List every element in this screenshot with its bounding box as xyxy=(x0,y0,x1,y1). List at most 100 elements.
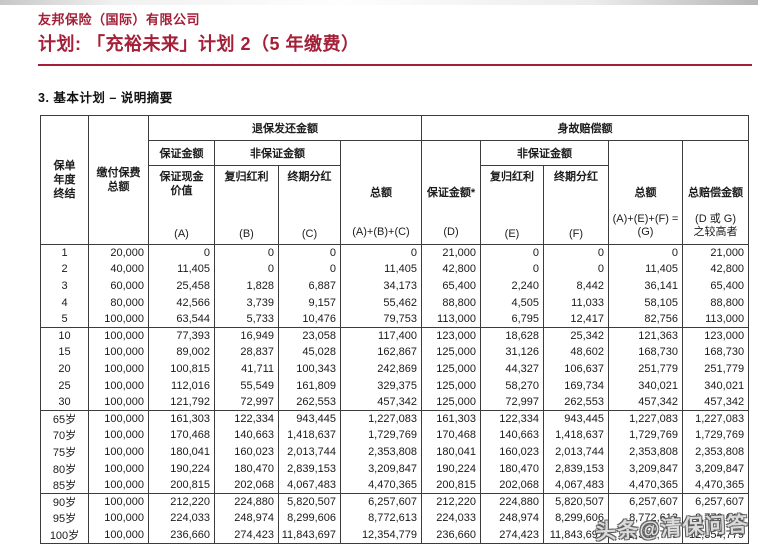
cell-cash-value-a: 112,016 xyxy=(148,377,215,394)
table-row: 10 100,000 77,393 16,949 23,058 117,400 … xyxy=(40,327,750,345)
cell-death-reversionary-e: 224,880 xyxy=(480,493,544,510)
cell-cash-value-a: 100,815 xyxy=(148,360,215,378)
formula-d: (D) xyxy=(443,226,459,238)
cell-death-total-g: 4,470,365 xyxy=(608,476,683,494)
table-row: 20 100,000 100,815 41,711 100,343 242,86… xyxy=(40,360,750,378)
cell-policy-year: 100岁 xyxy=(40,526,89,544)
table-row: 15 100,000 89,002 28,837 45,028 162,867 … xyxy=(40,344,750,361)
formula-e: (E) xyxy=(504,228,520,240)
cell-death-terminal-f: 25,342 xyxy=(543,327,609,345)
cell-total-claim: 1,729,769 xyxy=(681,427,750,444)
cell-death-terminal-f: 0 xyxy=(543,244,609,262)
table-row: 30 100,000 121,792 72,997 262,553 457,34… xyxy=(40,393,750,411)
cell-surrender-total-abc: 3,209,847 xyxy=(340,460,422,477)
table-row: 95岁 100,000 224,033 248,974 8,299,606 8,… xyxy=(40,510,750,527)
cell-policy-year: 10 xyxy=(40,327,89,345)
cell-terminal-c: 5,820,507 xyxy=(278,493,341,510)
cell-death-reversionary-e: 0 xyxy=(480,244,544,262)
cell-cash-value-a: 63,544 xyxy=(148,310,215,328)
cell-reversionary-b: 224,880 xyxy=(214,493,279,510)
cell-death-terminal-f: 2,013,744 xyxy=(543,443,609,461)
cell-premium: 100,000 xyxy=(88,427,149,444)
cell-total-claim: 123,000 xyxy=(681,327,750,345)
table-header: 保单 年度 终结 缴付保费 总额 退保发还金额 身故赔偿额 保证金额 非保证金额… xyxy=(40,115,750,245)
cell-death-guaranteed-d: 125,000 xyxy=(421,344,481,361)
col-header-terminal-dividend: 终期分红 (C) xyxy=(278,165,341,245)
col-header-policy-year: 保单 年度 终结 xyxy=(40,115,89,245)
cell-death-reversionary-e: 58,270 xyxy=(480,377,544,394)
cell-death-reversionary-e: 180,470 xyxy=(480,460,544,477)
col-header-cash-value-label: 保证现金 价值 xyxy=(159,171,204,197)
cell-surrender-total-abc: 6,257,607 xyxy=(340,493,422,510)
cell-reversionary-b: 1,828 xyxy=(214,277,279,295)
cell-premium: 100,000 xyxy=(88,476,149,494)
cell-death-guaranteed-d: 65,400 xyxy=(421,277,481,295)
cell-death-guaranteed-d: 125,000 xyxy=(421,360,481,378)
cell-surrender-total-abc: 34,173 xyxy=(340,277,422,295)
cell-reversionary-b: 5,733 xyxy=(214,310,279,328)
cell-premium: 100,000 xyxy=(88,327,149,345)
cell-death-total-g: 11,405 xyxy=(608,261,683,278)
cell-death-guaranteed-d: 236,660 xyxy=(421,526,481,544)
cell-reversionary-b: 274,423 xyxy=(214,526,279,544)
cell-premium: 100,000 xyxy=(88,526,149,544)
cell-terminal-c: 262,553 xyxy=(278,393,341,411)
cell-death-reversionary-e: 202,068 xyxy=(480,476,544,494)
subheader-death-non-guaranteed-amount: 非保证金额 xyxy=(480,140,609,166)
cell-premium: 100,000 xyxy=(88,443,149,461)
formula-b: (B) xyxy=(239,228,254,240)
cell-death-total-g: 3,209,847 xyxy=(608,460,683,477)
cell-surrender-total-abc: 242,869 xyxy=(340,360,422,378)
cell-death-reversionary-e: 0 xyxy=(480,261,544,278)
formula-aefg: (A)+(E)+(F) = (G) xyxy=(612,213,679,238)
cell-total-claim: 6,257,607 xyxy=(681,493,750,510)
cell-reversionary-b: 180,470 xyxy=(214,460,279,477)
cell-death-terminal-f: 106,637 xyxy=(543,360,609,378)
cell-death-reversionary-e: 18,628 xyxy=(480,327,544,345)
table-row: 25 100,000 112,016 55,549 161,809 329,37… xyxy=(40,377,750,394)
table-body: 1 20,000 0 0 0 0 21,000 0 0 0 21,000 2 4… xyxy=(40,244,750,544)
cell-death-reversionary-e: 160,023 xyxy=(480,443,544,461)
cell-death-guaranteed-d: 42,800 xyxy=(421,261,481,278)
title-divider xyxy=(38,64,752,66)
cell-death-guaranteed-d: 180,041 xyxy=(421,443,481,461)
cell-premium: 100,000 xyxy=(88,344,149,361)
cell-surrender-total-abc: 4,470,365 xyxy=(340,476,422,494)
cell-cash-value-a: 236,660 xyxy=(148,526,215,544)
cell-reversionary-b: 160,023 xyxy=(214,443,279,461)
cell-premium: 100,000 xyxy=(88,360,149,378)
cell-total-claim: 65,400 xyxy=(681,277,750,295)
benefit-illustration-table: 保单 年度 终结 缴付保费 总额 退保发还金额 身故赔偿额 保证金额 非保证金额… xyxy=(40,115,750,544)
scan-edge-shadow xyxy=(0,0,758,5)
col-header-total-claim: 总赔偿金额 (D 或 G) 之较高者 xyxy=(681,140,750,245)
cell-terminal-c: 0 xyxy=(278,261,341,278)
cell-death-terminal-f: 943,445 xyxy=(543,410,609,428)
group-header-surrender-value: 退保发还金额 xyxy=(148,115,422,141)
col-header-cash-value: 保证现金 价值 (A) xyxy=(148,165,215,245)
cell-surrender-total-abc: 12,354,779 xyxy=(340,526,422,544)
cell-death-terminal-f: 169,734 xyxy=(543,377,609,394)
cell-terminal-c: 23,058 xyxy=(278,327,341,345)
cell-premium: 60,000 xyxy=(88,277,149,295)
col-header-reversionary-bonus-label: 复归红利 xyxy=(224,171,269,183)
cell-death-guaranteed-d: 170,468 xyxy=(421,427,481,444)
cell-cash-value-a: 212,220 xyxy=(148,493,215,510)
cell-death-total-g: 0 xyxy=(608,244,683,262)
formula-d-or-g: (D 或 G) 之较高者 xyxy=(693,213,738,238)
col-header-death-terminal-dividend-label: 终期分红 xyxy=(554,171,598,183)
table-row: 75岁 100,000 180,041 160,023 2,013,744 2,… xyxy=(40,443,750,461)
cell-total-claim: 1,227,083 xyxy=(681,410,750,428)
cell-surrender-total-abc: 162,867 xyxy=(340,344,422,361)
table-row: 90岁 100,000 212,220 224,880 5,820,507 6,… xyxy=(40,493,750,510)
cell-terminal-c: 6,887 xyxy=(278,277,341,295)
col-header-surrender-total-label: 总额 xyxy=(370,186,392,199)
col-header-death-total: 总额 (A)+(E)+(F) = (G) xyxy=(608,140,683,245)
cell-surrender-total-abc: 329,375 xyxy=(340,377,422,394)
cell-policy-year: 90岁 xyxy=(40,493,89,510)
cell-policy-year: 85岁 xyxy=(40,476,89,494)
cell-policy-year: 5 xyxy=(40,310,89,328)
cell-premium: 80,000 xyxy=(88,294,149,311)
cell-death-guaranteed-d: 161,303 xyxy=(421,410,481,428)
cell-total-claim: 42,800 xyxy=(681,261,750,278)
cell-cash-value-a: 180,041 xyxy=(148,443,215,461)
